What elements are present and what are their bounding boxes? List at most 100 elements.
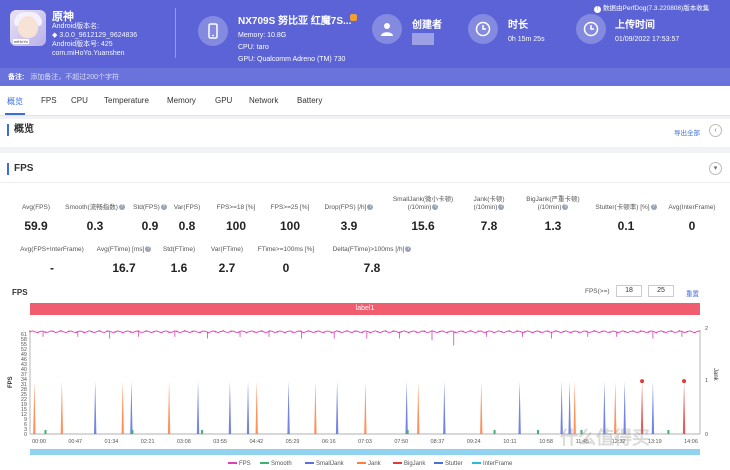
chart-scroll-thumb[interactable]	[30, 449, 700, 455]
tab-gpu[interactable]: GPU	[215, 96, 233, 105]
duration-label: 时长	[508, 20, 528, 31]
tab-network[interactable]: Network	[249, 96, 279, 105]
help-icon[interactable]: ?	[650, 204, 657, 211]
fps-section-title: FPS	[7, 163, 33, 175]
help-icon[interactable]: ?	[160, 204, 167, 211]
y-tick-label: 22	[21, 397, 27, 403]
bigjank-marker	[682, 379, 687, 384]
tab-bar: 概览 FPS CPU Temperature Memory GPU Networ…	[0, 86, 730, 116]
note-input[interactable]: 添加备注，不超过200个字符	[30, 74, 119, 81]
app-meta: Android版本名: ◆ 3.0.0_9612129_9624836 Andr…	[52, 23, 138, 57]
smooth-mark	[667, 430, 670, 434]
label-bar[interactable]: label1	[30, 303, 700, 315]
smooth-mark	[580, 430, 583, 434]
fps-point	[454, 331, 456, 334]
fps-point	[446, 331, 449, 334]
fps-point	[214, 330, 217, 333]
y-tick-label: 40	[21, 367, 27, 373]
jank-spike	[560, 381, 563, 434]
tab-overview[interactable]: 概览	[7, 97, 23, 106]
tab-memory[interactable]: Memory	[167, 96, 196, 105]
y-tick-label: 19	[21, 402, 27, 408]
fps-point	[284, 331, 286, 334]
legend-item-fps[interactable]: FPS	[228, 461, 251, 467]
fps-point	[222, 330, 225, 332]
phone-icon	[198, 16, 228, 46]
x-tick-label: 11:45	[576, 439, 589, 445]
help-icon[interactable]: ?	[562, 204, 569, 211]
x-tick-label: 05:29	[286, 439, 300, 445]
metric-label: FPS>=25 [%]	[270, 204, 310, 211]
collapse-fps-button[interactable]: ▾	[709, 162, 722, 175]
bigjank-marker	[640, 379, 645, 384]
fps-point	[531, 331, 534, 334]
tab-fps[interactable]: FPS	[41, 96, 57, 105]
fps-filter-max-input[interactable]: 25	[648, 285, 674, 297]
metric-label: Smooth(流畅指数)?	[65, 204, 125, 211]
metric-label: Delta(FTime)>100ms [/h]?	[332, 246, 412, 253]
creator-label: 创建者	[412, 20, 442, 31]
metric-label: Std(FTime)	[162, 246, 196, 253]
fps-point	[145, 330, 147, 332]
chart-scrollbar[interactable]	[30, 449, 700, 455]
tab-temperature[interactable]: Temperature	[104, 96, 149, 105]
legend-item-bigjank[interactable]: BigJank	[393, 461, 425, 467]
fps-point	[338, 330, 341, 333]
fps-point	[276, 331, 279, 333]
fps-point	[523, 331, 526, 333]
fps-point	[408, 331, 410, 334]
creator-avatar	[412, 33, 434, 45]
legend-swatch	[434, 462, 443, 465]
x-tick-label: 07:50	[394, 439, 408, 445]
legend-item-smalljank[interactable]: SmallJank	[305, 461, 344, 467]
fps-point	[400, 331, 402, 333]
legend-item-jank[interactable]: Jank	[357, 461, 381, 467]
fps-point	[152, 330, 155, 333]
data-source: ! 数据由PerfDog(7.3.220808)版本收集	[594, 2, 709, 13]
help-icon[interactable]: ?	[405, 246, 412, 253]
metric-value: -	[50, 261, 54, 275]
fps-point	[129, 331, 132, 333]
fps-point	[516, 330, 518, 332]
metric-value: 16.7	[112, 261, 136, 275]
metric-label: SmallJank(微小卡顿) (/10min)?	[392, 196, 454, 211]
fps-point	[245, 331, 248, 334]
y-tick-label: 55	[21, 342, 27, 348]
metric-value: 1.3	[544, 219, 562, 233]
collapse-overview-button[interactable]: ‹	[709, 124, 722, 137]
fps-point	[199, 331, 201, 334]
note-bar[interactable]: 备注: 添加备注，不超过200个字符	[0, 68, 730, 86]
metric-label: Avg(FPS)	[21, 204, 51, 211]
help-icon[interactable]: ?	[118, 204, 125, 211]
chart-legend: FPS Smooth SmallJank Jank BigJank Stutter Inte…	[0, 459, 730, 470]
help-icon[interactable]: ?	[498, 204, 505, 211]
metric-label: Stutter(卡顿率) [%]?	[595, 204, 657, 211]
fps-point	[500, 330, 503, 333]
tab-battery[interactable]: Battery	[297, 96, 323, 105]
fps-point	[75, 331, 78, 334]
fps-point	[377, 331, 379, 333]
legend-item-smooth[interactable]: Smooth	[260, 461, 292, 467]
legend-item-interframe[interactable]: InterFrame	[472, 461, 512, 467]
help-icon[interactable]: ?	[367, 204, 374, 211]
metric-value: 0	[688, 219, 696, 233]
tab-cpu[interactable]: CPU	[71, 96, 88, 105]
reset-link[interactable]: 重置	[686, 291, 699, 298]
jank-spike	[287, 381, 290, 434]
help-icon[interactable]: ?	[145, 246, 152, 253]
jank-spike	[651, 381, 655, 434]
fps-filter-min-input[interactable]: 18	[616, 285, 642, 297]
fps-point	[292, 331, 294, 333]
fps-point	[547, 330, 549, 332]
jank-spike	[93, 381, 97, 434]
metric-label: Avg(FTime) [ms]?	[96, 246, 152, 253]
device-title[interactable]: NX709S 努比亚 红魔7S...	[238, 16, 352, 27]
legend-item-stutter[interactable]: Stutter	[434, 461, 463, 467]
fps-chart[interactable]: 61585552494643403734312825221915129630FP…	[0, 318, 730, 450]
help-icon[interactable]: ?	[432, 204, 439, 211]
metric-value: 100	[225, 219, 247, 233]
overview-title: 概览	[7, 124, 34, 136]
fps-point	[562, 330, 565, 333]
export-all-link[interactable]: 导出全部	[674, 130, 700, 137]
fps-point	[91, 330, 93, 333]
